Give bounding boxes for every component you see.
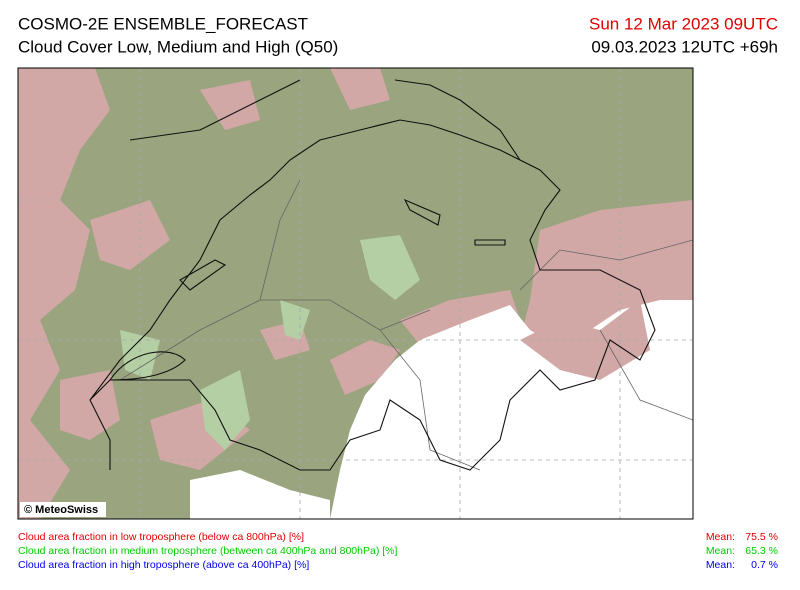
mean-value: 0.7 % — [751, 559, 778, 571]
regional-borders — [119, 179, 693, 471]
title: COSMO-2E ENSEMBLE_FORECAST — [18, 14, 308, 33]
grid — [18, 68, 693, 519]
lake-geneva — [108, 351, 186, 381]
mean-label: Mean: — [706, 545, 735, 557]
national-border — [89, 119, 656, 471]
credit: © MeteoSwiss — [24, 504, 98, 516]
valid-time: Sun 12 Mar 2023 09UTC — [589, 14, 778, 33]
lakes — [179, 198, 506, 291]
legend-label: Cloud area fraction in low troposphere (… — [18, 531, 304, 543]
map-layers — [18, 68, 693, 519]
credit-box — [20, 502, 106, 517]
mean-value: 65.3 % — [745, 545, 778, 557]
run-info: 09.03.2023 12UTC +69h — [591, 37, 778, 56]
clear-sky — [190, 470, 330, 519]
legend-label: Cloud area fraction in high troposphere … — [18, 559, 309, 571]
green-areas — [120, 235, 420, 450]
subtitle: Cloud Cover Low, Medium and High (Q50) — [18, 37, 338, 56]
map-frame — [17, 67, 694, 520]
mean-label: Mean: — [706, 531, 735, 543]
legend-label: Cloud area fraction in medium tropospher… — [18, 545, 397, 557]
mean-label: Mean: — [706, 559, 735, 571]
map: © MeteoSwiss — [17, 67, 694, 520]
legend: Cloud area fraction in low troposphere (… — [18, 531, 778, 571]
mean-value: 75.5 % — [745, 531, 778, 543]
border-north — [129, 79, 521, 161]
